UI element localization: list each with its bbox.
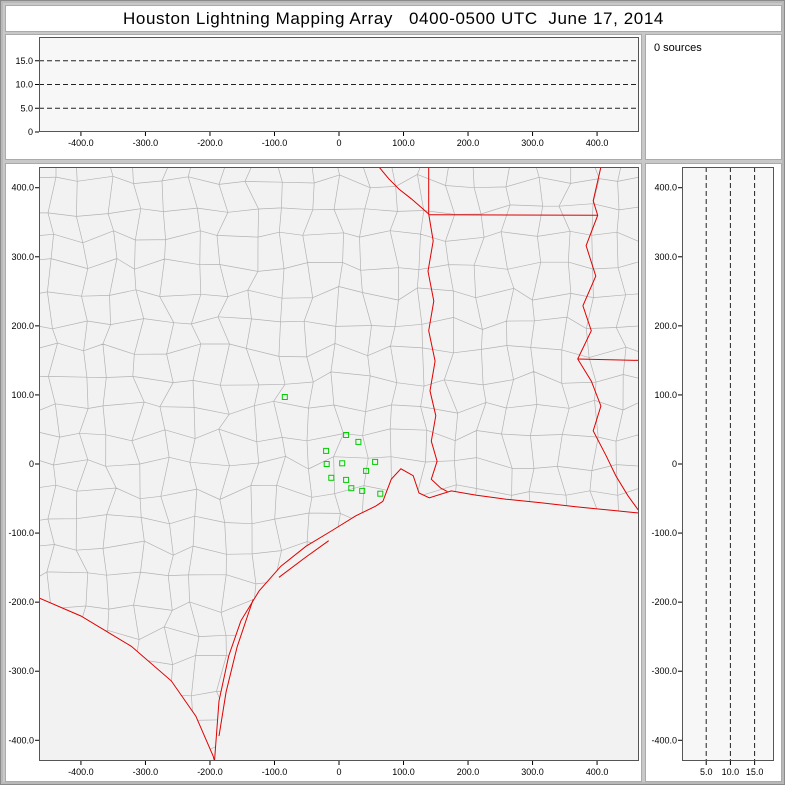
svg-text:400.0: 400.0 xyxy=(11,183,34,193)
svg-text:-100.0: -100.0 xyxy=(8,528,34,538)
svg-text:-100.0: -100.0 xyxy=(262,767,288,777)
svg-text:400.0: 400.0 xyxy=(654,183,677,193)
svg-text:15.0: 15.0 xyxy=(15,56,33,66)
svg-text:10.0: 10.0 xyxy=(722,767,740,777)
svg-text:0: 0 xyxy=(29,459,34,469)
svg-text:-300.0: -300.0 xyxy=(133,767,159,777)
svg-text:200.0: 200.0 xyxy=(457,138,480,148)
svg-text:-200.0: -200.0 xyxy=(8,597,34,607)
alt-ew-plot-border xyxy=(39,37,639,132)
barrier-island xyxy=(278,540,329,578)
svg-text:200.0: 200.0 xyxy=(11,321,34,331)
state-line xyxy=(577,358,639,361)
svg-text:300.0: 300.0 xyxy=(654,252,677,262)
svg-text:0: 0 xyxy=(336,767,341,777)
svg-text:100.0: 100.0 xyxy=(392,767,415,777)
state-line xyxy=(428,214,598,216)
svg-text:5.0: 5.0 xyxy=(700,767,713,777)
alt-ns-plot-border xyxy=(682,167,774,761)
svg-text:300.0: 300.0 xyxy=(521,767,544,777)
axis-ticks-and-labels: 0 5.0 10.0 15.0 -400.0 -300.0 -200.0 -100.0 0 100… xyxy=(8,56,763,777)
alt-ns-plot-area[interactable] xyxy=(682,167,774,761)
svg-text:-400.0: -400.0 xyxy=(68,767,94,777)
barrier-island xyxy=(218,599,254,737)
svg-text:-400.0: -400.0 xyxy=(68,138,94,148)
svg-text:100.0: 100.0 xyxy=(11,390,34,400)
source-count-label: 0 sources xyxy=(654,42,702,54)
svg-text:0: 0 xyxy=(672,459,677,469)
svg-text:-100.0: -100.0 xyxy=(651,528,677,538)
svg-text:200.0: 200.0 xyxy=(654,321,677,331)
rio-grande-border xyxy=(39,597,215,761)
page-title: Houston Lightning Mapping Array 0400-050… xyxy=(123,8,664,28)
svg-text:15.0: 15.0 xyxy=(746,767,764,777)
title-bar: Houston Lightning Mapping Array 0400-050… xyxy=(5,5,782,32)
svg-text:-200.0: -200.0 xyxy=(197,138,223,148)
svg-text:-200.0: -200.0 xyxy=(197,767,223,777)
svg-text:100.0: 100.0 xyxy=(392,138,415,148)
map-plot-border xyxy=(39,167,639,761)
state-line xyxy=(427,213,448,493)
altitude-gridlines-ns xyxy=(705,167,756,761)
state-line xyxy=(378,167,430,215)
svg-text:10.0: 10.0 xyxy=(15,80,33,90)
svg-text:-300.0: -300.0 xyxy=(651,666,677,676)
svg-text:0: 0 xyxy=(28,127,33,137)
svg-text:-400.0: -400.0 xyxy=(651,735,677,745)
map-plot-area[interactable] xyxy=(39,167,639,761)
svg-text:-100.0: -100.0 xyxy=(262,138,288,148)
svg-text:-400.0: -400.0 xyxy=(8,735,34,745)
svg-text:400.0: 400.0 xyxy=(586,767,609,777)
sources-panel: 0 sources xyxy=(645,34,782,160)
svg-text:0: 0 xyxy=(336,138,341,148)
svg-text:200.0: 200.0 xyxy=(457,767,480,777)
svg-text:-200.0: -200.0 xyxy=(651,597,677,607)
svg-text:100.0: 100.0 xyxy=(654,390,677,400)
svg-text:400.0: 400.0 xyxy=(586,138,609,148)
svg-text:-300.0: -300.0 xyxy=(133,138,159,148)
state-boundaries xyxy=(39,167,639,761)
svg-text:-300.0: -300.0 xyxy=(8,666,34,676)
lma-stations xyxy=(281,394,384,497)
altitude-gridlines-ew xyxy=(39,60,639,109)
svg-text:300.0: 300.0 xyxy=(11,252,34,262)
svg-text:300.0: 300.0 xyxy=(521,138,544,148)
svg-text:5.0: 5.0 xyxy=(20,103,33,113)
